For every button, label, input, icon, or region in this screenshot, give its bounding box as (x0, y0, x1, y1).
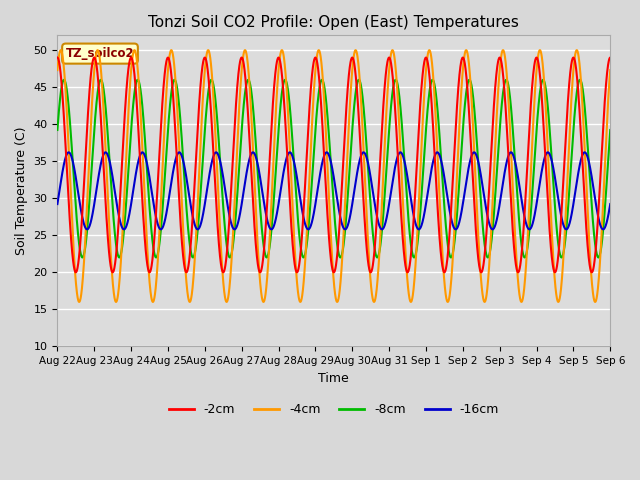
Line: -4cm: -4cm (58, 50, 611, 302)
-8cm (289, 151, 297, 157)
-4cm (607, 67, 614, 73)
-4cm (536, 48, 544, 53)
-16cm (536, 178, 544, 183)
-8cm (149, 244, 157, 250)
Y-axis label: Soil Temperature (C): Soil Temperature (C) (15, 127, 28, 255)
-16cm (120, 227, 128, 232)
-2cm (290, 252, 298, 257)
Title: Tonzi Soil CO2 Profile: Open (East) Temperatures: Tonzi Soil CO2 Profile: Open (East) Temp… (148, 15, 519, 30)
-16cm (607, 201, 614, 207)
Line: -2cm: -2cm (58, 58, 611, 272)
-16cm (138, 149, 146, 155)
Text: TZ_soilco2: TZ_soilco2 (66, 47, 134, 60)
-2cm (266, 157, 273, 163)
Line: -8cm: -8cm (58, 80, 611, 257)
-4cm (116, 265, 124, 271)
-8cm (429, 77, 436, 83)
-4cm (290, 228, 298, 233)
-16cm (150, 201, 157, 207)
-16cm (596, 220, 604, 226)
-8cm (607, 127, 614, 133)
-2cm (150, 247, 157, 252)
-4cm (596, 263, 604, 268)
-2cm (54, 55, 61, 60)
-16cm (54, 201, 61, 207)
-2cm (607, 55, 614, 60)
-8cm (596, 252, 604, 258)
-16cm (116, 220, 124, 226)
-16cm (266, 225, 274, 231)
X-axis label: Time: Time (319, 372, 349, 384)
-2cm (536, 73, 544, 79)
Legend: -2cm, -4cm, -8cm, -16cm: -2cm, -4cm, -8cm, -16cm (164, 398, 504, 421)
-4cm (131, 47, 138, 53)
-8cm (536, 88, 544, 94)
-4cm (149, 299, 157, 305)
-8cm (116, 253, 124, 259)
-8cm (54, 127, 61, 133)
-4cm (54, 67, 61, 73)
-4cm (150, 298, 157, 304)
-2cm (116, 185, 124, 191)
-2cm (596, 189, 604, 195)
-4cm (266, 233, 274, 239)
-16cm (290, 158, 298, 164)
Line: -16cm: -16cm (58, 152, 611, 229)
-2cm (72, 269, 79, 275)
-8cm (410, 254, 418, 260)
-8cm (266, 245, 273, 251)
